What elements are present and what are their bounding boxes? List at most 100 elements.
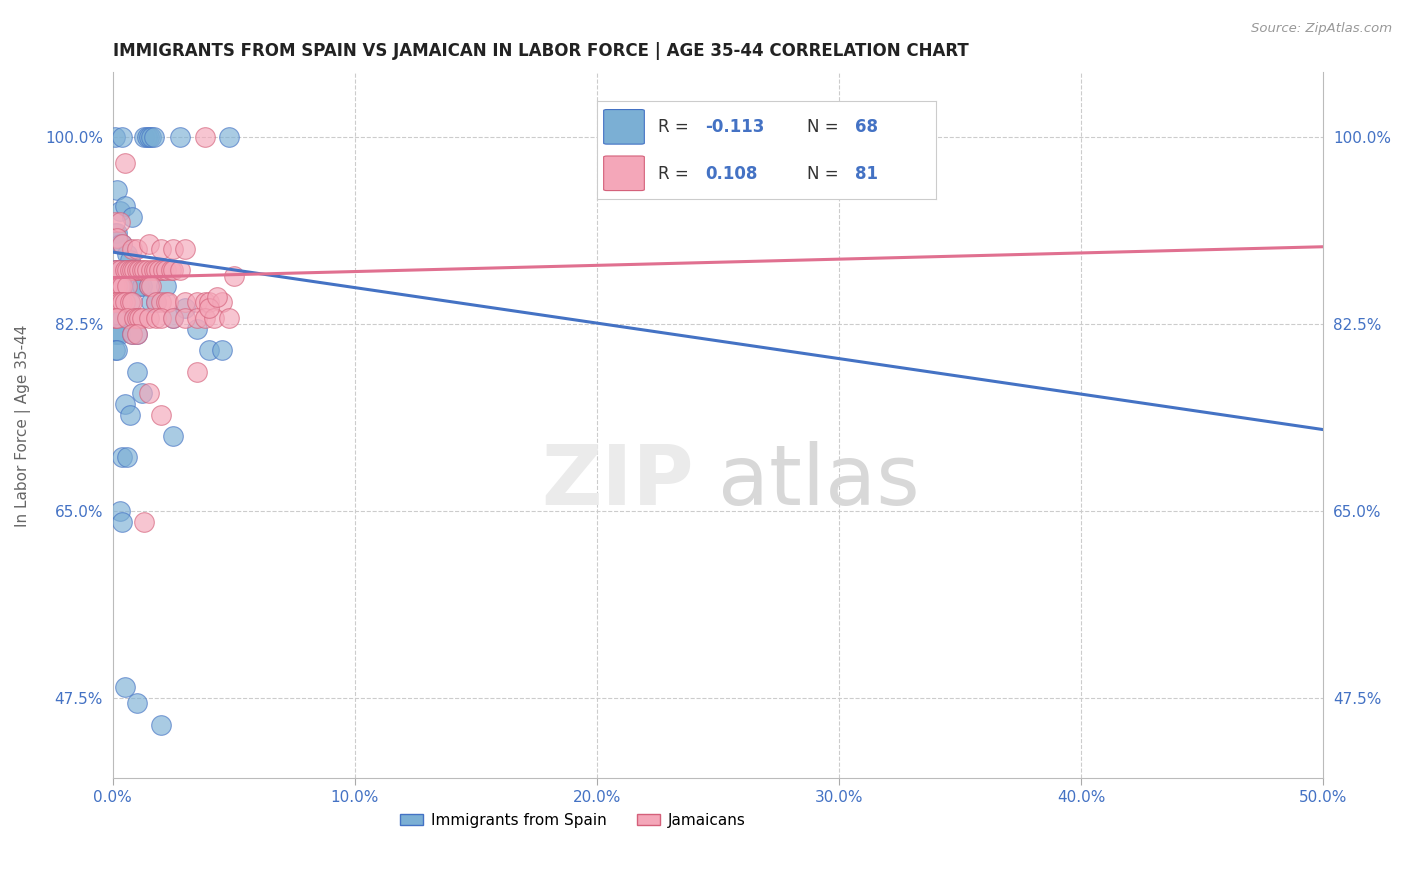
Point	[222, 268, 245, 283]
Point	[111, 236, 134, 251]
Point	[132, 129, 155, 144]
Point	[107, 279, 129, 293]
Point	[104, 129, 127, 144]
Point	[150, 718, 173, 732]
Point	[124, 263, 146, 277]
Point	[111, 515, 134, 529]
Point	[107, 263, 129, 277]
Point	[138, 279, 160, 293]
Point	[118, 295, 141, 310]
Point	[131, 263, 153, 277]
Point	[118, 252, 141, 267]
Point	[125, 242, 148, 256]
Text: ZIP: ZIP	[541, 442, 693, 523]
Point	[111, 450, 134, 465]
Point	[125, 263, 148, 277]
Point	[131, 279, 153, 293]
Point	[115, 311, 138, 326]
Point	[107, 295, 129, 310]
Point	[104, 295, 127, 310]
Point	[174, 295, 197, 310]
Point	[174, 311, 197, 326]
Point	[108, 236, 131, 251]
Point	[107, 231, 129, 245]
Point	[111, 295, 134, 310]
Point	[107, 343, 129, 358]
Point	[115, 279, 138, 293]
Point	[104, 327, 127, 342]
Point	[108, 204, 131, 219]
Point	[125, 327, 148, 342]
Point	[107, 295, 129, 310]
Point	[155, 279, 177, 293]
Point	[121, 327, 143, 342]
Point	[205, 290, 228, 304]
Point	[150, 263, 173, 277]
Point	[186, 365, 208, 379]
Point	[115, 263, 138, 277]
Point	[125, 365, 148, 379]
Point	[142, 263, 165, 277]
Point	[162, 429, 184, 443]
Point	[132, 515, 155, 529]
Point	[186, 311, 208, 326]
Point	[138, 279, 160, 293]
Point	[104, 215, 127, 229]
Point	[107, 311, 129, 326]
Point	[198, 295, 221, 310]
Point	[138, 386, 160, 401]
Point	[114, 263, 136, 277]
Point	[218, 129, 240, 144]
Point	[150, 295, 173, 310]
Point	[186, 295, 208, 310]
Point	[104, 279, 127, 293]
Point	[198, 343, 221, 358]
Point	[141, 295, 163, 310]
Point	[104, 311, 127, 326]
Point	[169, 129, 191, 144]
Point	[118, 263, 141, 277]
Point	[135, 129, 157, 144]
Point	[194, 129, 217, 144]
Point	[111, 279, 134, 293]
Point	[118, 263, 141, 277]
Point	[159, 263, 181, 277]
Point	[124, 311, 146, 326]
Point	[111, 129, 134, 144]
Point	[115, 450, 138, 465]
Y-axis label: In Labor Force | Age 35-44: In Labor Force | Age 35-44	[15, 324, 31, 526]
Point	[128, 311, 150, 326]
Point	[145, 311, 167, 326]
Point	[104, 311, 127, 326]
Point	[125, 327, 148, 342]
Point	[194, 295, 217, 310]
Point	[104, 226, 127, 240]
Point	[108, 504, 131, 518]
Point	[108, 263, 131, 277]
Point	[107, 311, 129, 326]
Point	[107, 279, 129, 293]
Point	[118, 408, 141, 422]
Point	[104, 295, 127, 310]
Point	[138, 311, 160, 326]
Point	[125, 697, 148, 711]
Point	[128, 279, 150, 293]
Point	[121, 242, 143, 256]
Point	[121, 210, 143, 224]
Point	[107, 263, 129, 277]
Point	[125, 263, 148, 277]
Point	[132, 263, 155, 277]
Point	[125, 311, 148, 326]
Point	[108, 327, 131, 342]
Point	[141, 279, 163, 293]
Point	[174, 242, 197, 256]
Point	[157, 295, 180, 310]
Point	[121, 295, 143, 310]
Point	[202, 311, 225, 326]
Point	[148, 263, 170, 277]
Point	[114, 279, 136, 293]
Point	[198, 301, 221, 315]
Point	[162, 311, 184, 326]
Point	[104, 263, 127, 277]
Point	[107, 327, 129, 342]
